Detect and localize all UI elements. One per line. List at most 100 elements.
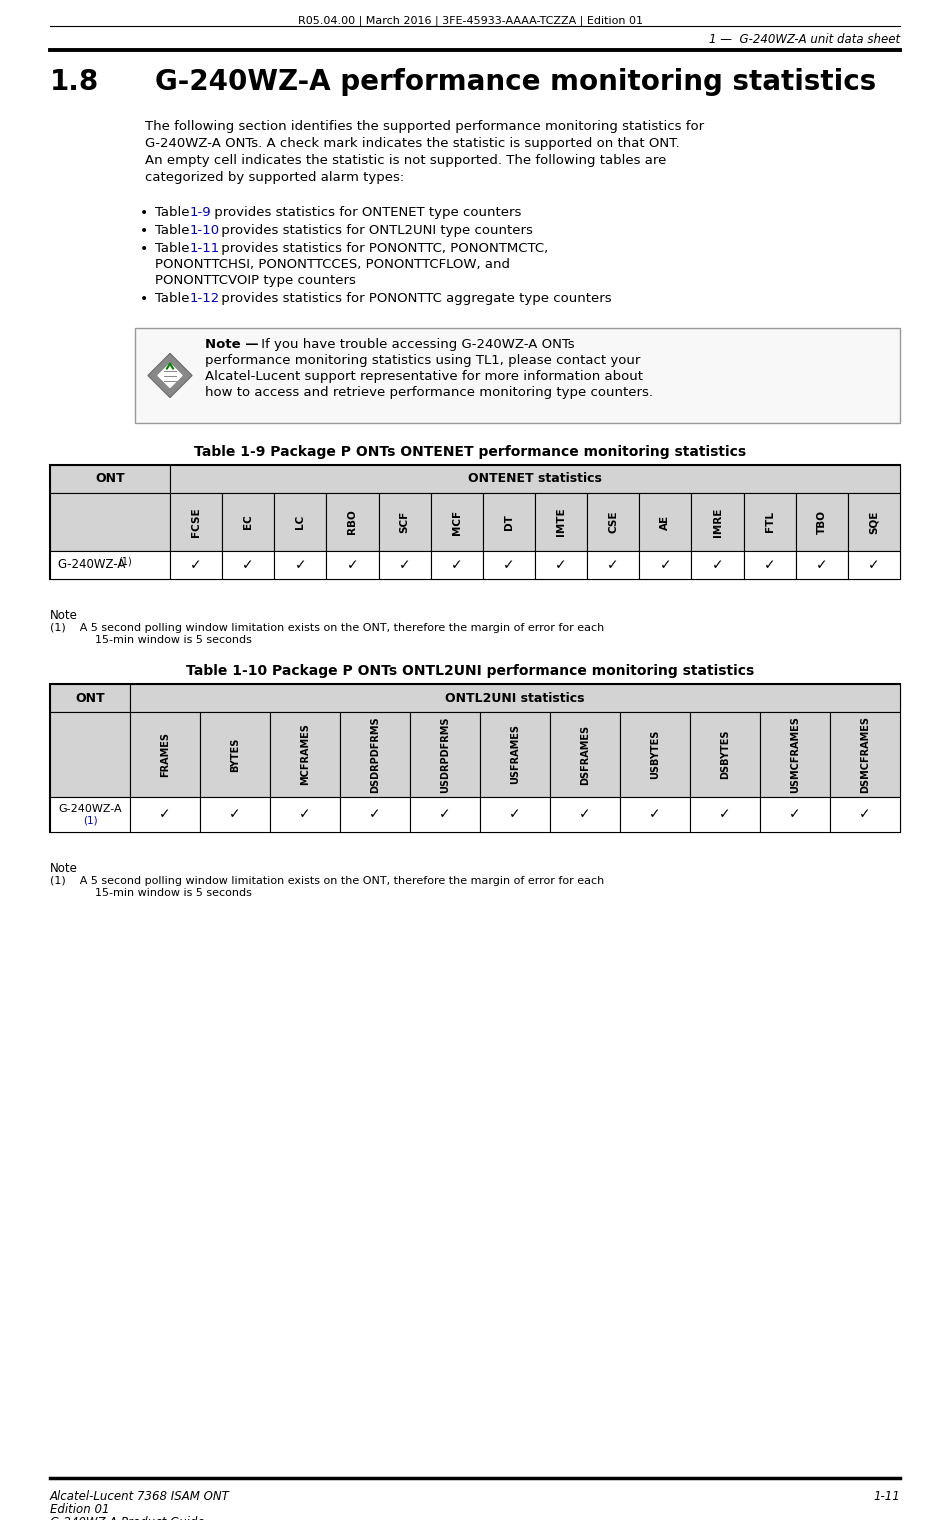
Bar: [760, 796, 830, 831]
Text: ✓: ✓: [607, 558, 619, 572]
Text: 1.8: 1.8: [50, 68, 100, 96]
Text: An empty cell indicates the statistic is not supported. The following tables are: An empty cell indicates the statistic is…: [145, 154, 666, 167]
Text: AE: AE: [661, 514, 670, 529]
Text: ✓: ✓: [650, 807, 661, 821]
Text: ✓: ✓: [816, 558, 827, 572]
Bar: [50, 465, 900, 579]
Text: ✓: ✓: [503, 558, 515, 572]
Text: ✓: ✓: [790, 807, 801, 821]
Text: 1-10: 1-10: [190, 223, 220, 237]
Bar: [744, 492, 796, 552]
Bar: [274, 552, 326, 579]
Text: ✓: ✓: [556, 558, 567, 572]
Text: EC: EC: [243, 515, 253, 529]
Bar: [830, 796, 900, 831]
Text: 1-11: 1-11: [190, 242, 220, 255]
Bar: [200, 711, 270, 796]
Text: Table: Table: [155, 207, 194, 219]
Text: CSE: CSE: [608, 511, 619, 534]
Text: provides statistics for ONTENET type counters: provides statistics for ONTENET type cou…: [210, 207, 522, 219]
Bar: [550, 796, 620, 831]
Text: SQE: SQE: [869, 511, 879, 534]
Text: Table: Table: [155, 242, 194, 255]
Text: ✓: ✓: [347, 558, 358, 572]
Text: The following section identifies the supported performance monitoring statistics: The following section identifies the sup…: [145, 120, 704, 134]
Bar: [340, 711, 410, 796]
Text: provides statistics for PONONTTC aggregate type counters: provides statistics for PONONTTC aggrega…: [217, 292, 612, 306]
Bar: [130, 711, 200, 796]
Bar: [50, 465, 170, 492]
Bar: [848, 492, 900, 552]
Text: 1 —  G-240WZ-A unit data sheet: 1 — G-240WZ-A unit data sheet: [709, 33, 900, 46]
Text: (1): (1): [83, 816, 98, 825]
Bar: [410, 796, 480, 831]
Text: 1-9: 1-9: [190, 207, 212, 219]
Text: ✓: ✓: [660, 558, 671, 572]
Bar: [50, 711, 130, 796]
Bar: [620, 796, 690, 831]
Text: BYTES: BYTES: [230, 737, 240, 772]
Text: G-240WZ-A: G-240WZ-A: [58, 804, 122, 813]
Bar: [270, 796, 340, 831]
Text: ✓: ✓: [159, 807, 171, 821]
Bar: [130, 796, 200, 831]
Text: USDRPDFRMS: USDRPDFRMS: [440, 716, 450, 793]
Bar: [170, 552, 222, 579]
Bar: [379, 552, 431, 579]
Bar: [222, 552, 274, 579]
Bar: [50, 796, 130, 831]
Bar: [170, 465, 900, 492]
Text: DSFRAMES: DSFRAMES: [580, 725, 590, 784]
Text: 15-min window is 5 seconds: 15-min window is 5 seconds: [95, 635, 252, 644]
Text: ✓: ✓: [439, 807, 451, 821]
Bar: [692, 492, 744, 552]
Bar: [50, 552, 170, 579]
Bar: [222, 492, 274, 552]
Polygon shape: [148, 354, 192, 398]
Text: PONONTTCVOIP type counters: PONONTTCVOIP type counters: [155, 274, 356, 287]
Text: ✓: ✓: [719, 807, 730, 821]
Bar: [760, 711, 830, 796]
Text: DSDRPDFRMS: DSDRPDFRMS: [370, 716, 380, 793]
Text: (1)    A 5 second polling window limitation exists on the ONT, therefore the mar: (1) A 5 second polling window limitation…: [50, 876, 604, 886]
Text: DT: DT: [504, 514, 514, 530]
Bar: [639, 492, 692, 552]
Text: G-240WZ-A performance monitoring statistics: G-240WZ-A performance monitoring statist…: [155, 68, 876, 96]
Text: 1-11: 1-11: [873, 1490, 900, 1503]
Text: •: •: [140, 207, 149, 220]
Bar: [588, 492, 639, 552]
Bar: [535, 492, 588, 552]
Text: ✓: ✓: [579, 807, 591, 821]
Text: DSMCFRAMES: DSMCFRAMES: [860, 716, 870, 793]
Text: (1): (1): [118, 556, 132, 567]
Bar: [170, 492, 222, 552]
Bar: [796, 552, 848, 579]
Text: FCSE: FCSE: [191, 508, 201, 537]
Text: ✓: ✓: [399, 558, 411, 572]
Text: Table 1-9 Package P ONTs ONTENET performance monitoring statistics: Table 1-9 Package P ONTs ONTENET perform…: [194, 445, 746, 459]
Text: ✓: ✓: [229, 807, 241, 821]
Polygon shape: [158, 363, 182, 388]
Text: Table: Table: [155, 223, 194, 237]
Text: SCF: SCF: [400, 511, 410, 534]
Bar: [692, 552, 744, 579]
Text: MCFRAMES: MCFRAMES: [300, 724, 310, 786]
Text: 15-min window is 5 seconds: 15-min window is 5 seconds: [95, 888, 252, 898]
Text: performance monitoring statistics using TL1, please contact your: performance monitoring statistics using …: [205, 354, 640, 366]
Text: PONONTTCHSI, PONONTTCCES, PONONTTCFLOW, and: PONONTTCHSI, PONONTTCCES, PONONTTCFLOW, …: [155, 258, 510, 271]
Text: •: •: [140, 242, 149, 255]
Text: •: •: [140, 292, 149, 306]
Bar: [744, 552, 796, 579]
Text: G-240WZ-A Product Guide: G-240WZ-A Product Guide: [50, 1515, 205, 1520]
Text: ✓: ✓: [451, 558, 462, 572]
Text: Table: Table: [155, 292, 194, 306]
Bar: [480, 796, 550, 831]
Bar: [588, 552, 639, 579]
Bar: [340, 796, 410, 831]
Text: Note: Note: [50, 862, 78, 876]
Text: R05.04.00 | March 2016 | 3FE-45933-AAAA-TCZZA | Edition 01: R05.04.00 | March 2016 | 3FE-45933-AAAA-…: [297, 15, 643, 26]
Text: RBO: RBO: [348, 509, 357, 535]
Text: ✓: ✓: [712, 558, 723, 572]
Bar: [410, 711, 480, 796]
Bar: [379, 492, 431, 552]
